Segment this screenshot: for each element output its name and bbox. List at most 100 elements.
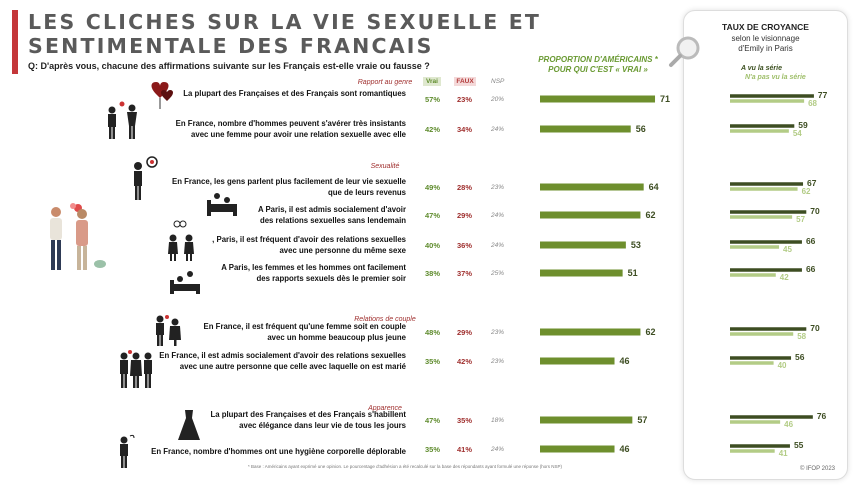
page-title-line2: SENTIMENTALE DES FRANCAIS <box>28 34 434 58</box>
title-accent-bar <box>12 10 18 74</box>
three-people-icon <box>120 350 152 388</box>
statement-text: , Paris, il est fréquent d'avoir des rel… <box>146 234 406 256</box>
us-true-value: 57 <box>637 415 647 425</box>
pct-nsp: 23% <box>491 184 505 191</box>
seen-value: 70 <box>810 206 820 216</box>
seen-value: 66 <box>806 236 816 246</box>
not-seen-value: 58 <box>797 332 806 341</box>
same-sex-couple-icon <box>168 220 194 261</box>
survey-question: Q: D'après vous, chacune des affirmation… <box>28 61 430 71</box>
seen-value: 67 <box>807 178 817 188</box>
not-seen-value: 62 <box>802 187 811 196</box>
statement-line2: avec élégance dans leur vie de tous les … <box>239 421 406 430</box>
section-label: Relations de couple <box>354 316 416 323</box>
panel-subtitle-line1: selon le visionnage <box>731 34 800 43</box>
statement-line1: En France, il est fréquent qu'une femme … <box>203 322 406 331</box>
pct-nsp: 24% <box>491 212 505 219</box>
statement-text: La plupart des Françaises et des Françai… <box>146 88 406 99</box>
statement-text: La plupart des Françaises et des Françai… <box>146 409 406 431</box>
us-true-value: 62 <box>645 210 655 220</box>
pct-nsp: 24% <box>491 242 505 249</box>
statement-line1: En France, les gens parlent plus facilem… <box>172 177 406 186</box>
us-true-value: 46 <box>620 356 630 366</box>
statement-line2: avec une femme pour avoir une relation s… <box>191 130 406 139</box>
pct-vrai: 35% <box>425 357 441 366</box>
statement-line1: La plupart des Françaises et des Françai… <box>183 89 406 98</box>
pct-nsp: 23% <box>491 329 505 336</box>
dress-icon <box>178 410 200 440</box>
panel-title: TAUX DE CROYANCE <box>722 22 809 32</box>
seen-value: 76 <box>817 411 827 421</box>
not-seen-value: 68 <box>808 99 817 108</box>
not-seen-value: 42 <box>780 273 789 282</box>
us-true-value: 46 <box>620 444 630 454</box>
statement-text: A Paris, les femmes et les hommes ont fa… <box>146 262 406 284</box>
pct-faux: 37% <box>457 269 473 278</box>
statement-line2: avec un homme beaucoup plus jeune <box>267 333 406 342</box>
section-label: Rapport au genre <box>357 79 413 86</box>
pct-faux: 34% <box>457 125 473 134</box>
pct-faux: 29% <box>457 211 473 220</box>
pct-vrai: 35% <box>425 445 441 454</box>
pct-faux: 41% <box>457 445 473 454</box>
column-header-faux: FAUX <box>454 77 476 86</box>
panel-subtitle: selon le visionnage d'Emily in Paris <box>683 34 848 54</box>
section-label: Apparence <box>368 405 402 412</box>
pct-vrai: 38% <box>425 269 441 278</box>
not-seen-value: 57 <box>796 215 805 224</box>
pct-faux: 23% <box>457 95 473 104</box>
us-true-value: 56 <box>636 124 646 134</box>
not-seen-value: 41 <box>779 449 788 458</box>
older-woman-young-man-icon <box>156 315 181 346</box>
statement-text: En France, nombre d'hommes peuvent s'avé… <box>146 118 406 140</box>
proportion-header: PROPORTION D'AMÉRICAINS * POUR QUI C'EST… <box>538 55 658 74</box>
column-header-nsp: NSP <box>491 78 505 85</box>
statement-line2: des relations sexuelles sans lendemain <box>259 216 406 225</box>
not-seen-value: 54 <box>793 129 802 138</box>
statement-text: A Paris, il est admis socialement d'avoi… <box>146 204 406 226</box>
pct-nsp: 18% <box>491 417 505 424</box>
us-true-value: 53 <box>631 240 641 250</box>
statement-line1: A Paris, il est admis socialement d'avoi… <box>257 205 406 214</box>
us-true-value: 62 <box>645 327 655 337</box>
us-true-value: 64 <box>649 182 659 192</box>
statement-line2: que de leurs revenus <box>328 188 406 197</box>
pct-faux: 29% <box>457 328 473 337</box>
pct-faux: 36% <box>457 241 473 250</box>
not-seen-value: 45 <box>783 245 792 254</box>
pct-nsp: 24% <box>491 126 505 133</box>
statement-line1: En France, il est admis socialement d'av… <box>159 351 406 360</box>
pct-vrai: 40% <box>425 241 441 250</box>
statement-text: En France, nombre d'hommes ont une hygiè… <box>146 446 406 457</box>
statement-line2: En France, nombre d'hommes ont une hygiè… <box>151 447 406 456</box>
statement-text: En France, il est fréquent qu'une femme … <box>146 321 406 343</box>
belief-rate-panel <box>683 10 848 480</box>
column-header-vrai: Vrai <box>423 77 441 86</box>
statement-line1: A Paris, les femmes et les hommes ont fa… <box>221 263 406 272</box>
bed-night-icon <box>170 271 200 294</box>
us-true-value: 51 <box>628 268 638 278</box>
pct-nsp: 20% <box>491 96 505 103</box>
seen-value: 66 <box>806 264 816 274</box>
panel-subtitle-line2: d'Emily in Paris <box>738 44 793 53</box>
seen-value: 55 <box>794 440 804 450</box>
magnifier-icon <box>669 36 700 67</box>
statement-text: En France, il est admis socialement d'av… <box>146 350 406 372</box>
statement-line1: , Paris, il est fréquent d'avoir des rel… <box>212 235 406 244</box>
statement-text: En France, les gens parlent plus facilem… <box>146 176 406 198</box>
pct-faux: 28% <box>457 183 473 192</box>
copyright: © IFOP 2023 <box>800 466 835 472</box>
statement-line2: avec une autre personne que celle avec l… <box>179 362 406 371</box>
man-hygiene-icon <box>120 434 135 468</box>
section-label: Sexualité <box>370 163 400 170</box>
pct-faux: 42% <box>457 357 473 366</box>
statement-line1: La plupart des Françaises et des Françai… <box>210 410 406 419</box>
pct-vrai: 49% <box>425 183 441 192</box>
pct-nsp: 24% <box>491 446 505 453</box>
seen-value: 77 <box>818 90 828 100</box>
bed-couple-icon <box>207 193 237 216</box>
footnote: * Base : Américains ayant exprimé une op… <box>248 464 563 469</box>
statement-line2: des rapports sexuels dès le premier soir <box>256 274 406 283</box>
page-title-line1: LES CLICHES SUR LA VIE SEXUELLE ET <box>28 10 542 34</box>
